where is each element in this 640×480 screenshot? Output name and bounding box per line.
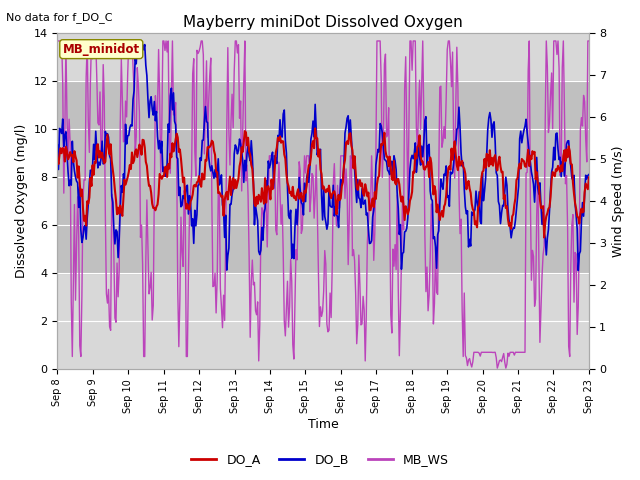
MB_WS xyxy=(54,38,61,44)
MB_WS xyxy=(493,365,501,371)
DO_B xyxy=(573,226,581,232)
DO_B xyxy=(575,268,582,274)
Text: MB_minidot: MB_minidot xyxy=(63,43,140,56)
Title: Mayberry miniDot Dissolved Oxygen: Mayberry miniDot Dissolved Oxygen xyxy=(183,15,463,30)
MB_WS xyxy=(309,173,317,179)
Text: No data for f_DO_C: No data for f_DO_C xyxy=(6,12,113,23)
Line: DO_B: DO_B xyxy=(58,45,589,271)
DO_A xyxy=(311,126,319,132)
Line: DO_A: DO_A xyxy=(58,129,589,238)
DO_B xyxy=(371,195,379,201)
DO_A xyxy=(342,140,350,146)
MB_WS xyxy=(489,349,497,355)
Bar xyxy=(58,81,589,273)
DO_A xyxy=(309,138,317,144)
X-axis label: Time: Time xyxy=(308,419,339,432)
DO_A xyxy=(306,162,314,168)
DO_B xyxy=(342,124,350,130)
DO_A xyxy=(371,189,379,195)
DO_B xyxy=(54,142,61,148)
DO_A xyxy=(585,174,593,180)
Y-axis label: Wind Speed (m/s): Wind Speed (m/s) xyxy=(612,145,625,257)
Legend: DO_A, DO_B, MB_WS: DO_A, DO_B, MB_WS xyxy=(186,448,454,471)
MB_WS xyxy=(573,332,581,337)
DO_B xyxy=(134,42,142,48)
DO_B xyxy=(307,136,315,142)
MB_WS xyxy=(306,209,314,215)
DO_A xyxy=(540,235,548,240)
DO_A xyxy=(575,215,582,220)
MB_WS xyxy=(585,38,593,44)
DO_A xyxy=(490,155,498,160)
DO_B xyxy=(585,172,593,178)
MB_WS xyxy=(341,195,349,201)
DO_B xyxy=(310,134,318,140)
Line: MB_WS: MB_WS xyxy=(58,41,589,368)
MB_WS xyxy=(370,257,378,263)
DO_A xyxy=(54,156,61,162)
Y-axis label: Dissolved Oxygen (mg/l): Dissolved Oxygen (mg/l) xyxy=(15,124,28,278)
DO_B xyxy=(490,119,498,125)
